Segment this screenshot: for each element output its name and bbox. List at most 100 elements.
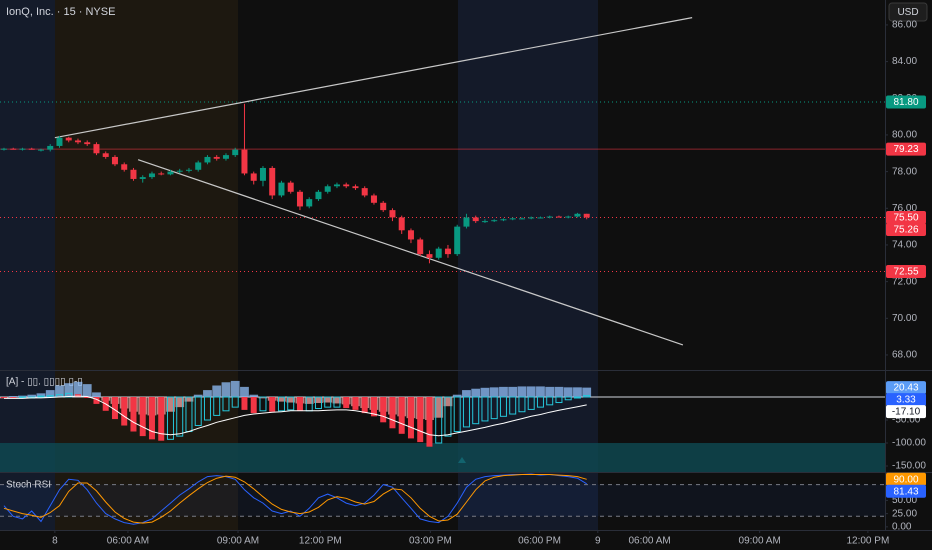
currency-label[interactable]: USD <box>897 7 918 18</box>
x-tick-label: 12:00 PM <box>846 536 889 547</box>
y-tick-label: 76.00 <box>892 203 917 214</box>
candle-body <box>296 191 303 207</box>
price-label-box <box>886 484 926 498</box>
histogram-bar <box>323 397 333 403</box>
macd-column <box>166 396 174 440</box>
zone <box>0 443 885 472</box>
histogram-bar <box>82 384 92 398</box>
macd-column <box>37 395 45 398</box>
histogram-bar <box>332 397 342 404</box>
trendline <box>54 17 693 139</box>
histogram-bar <box>258 397 268 399</box>
price-label: 3.33 <box>896 395 916 406</box>
histogram-bar <box>517 386 527 398</box>
candle-body <box>84 142 91 145</box>
y-tick-label: 68.00 <box>892 350 917 361</box>
histogram-bar <box>434 397 444 418</box>
macd-column <box>314 396 322 410</box>
macd-column <box>435 396 443 444</box>
band-fill <box>0 484 885 517</box>
histogram-bar <box>462 390 471 398</box>
price-label-box <box>886 95 926 109</box>
histogram-bar <box>221 382 231 398</box>
macd-column <box>380 397 387 423</box>
y-tick-label: 25.00 <box>892 508 917 519</box>
histogram-bar <box>184 397 194 402</box>
macd-column <box>158 397 165 441</box>
candle-body <box>361 188 368 196</box>
candle-body <box>37 149 44 151</box>
histogram-bar <box>526 386 536 398</box>
candle-body <box>528 217 535 219</box>
histogram-bar <box>545 386 555 398</box>
candle-body <box>380 202 387 211</box>
macd-column <box>287 396 295 411</box>
candle-body <box>56 137 63 146</box>
candle-body <box>241 149 248 174</box>
macd-column <box>222 396 230 412</box>
candle-body <box>213 156 220 159</box>
x-tick-label: 06:00 PM <box>518 536 561 547</box>
macd-column <box>259 396 267 412</box>
candle-body <box>259 167 266 181</box>
histogram-bar <box>443 397 453 407</box>
candle-body <box>398 217 405 231</box>
candle-body <box>472 217 479 222</box>
x-tick-label: 9 <box>595 536 601 547</box>
price-label: 81.43 <box>893 486 918 497</box>
stoch-line <box>3 474 587 524</box>
candle-body <box>370 195 377 203</box>
histogram-bar <box>55 385 64 398</box>
price-label: 79.23 <box>893 144 918 155</box>
price-label-box <box>886 405 926 419</box>
histogram-bar <box>8 396 18 398</box>
macd-column <box>176 396 184 437</box>
candle-body <box>426 254 433 258</box>
candle-body <box>158 173 165 175</box>
macd-column <box>121 397 128 426</box>
candle-body <box>10 148 17 150</box>
candle-body <box>65 137 72 141</box>
macd-column <box>269 397 276 412</box>
macd-column <box>361 397 368 414</box>
x-tick-label: 03:00 PM <box>409 536 452 547</box>
price-label-box <box>886 472 926 486</box>
macd-column <box>527 396 535 410</box>
candle-body <box>500 219 507 221</box>
macd-column <box>231 396 239 408</box>
price-label-box <box>886 210 926 224</box>
histogram-bar <box>554 386 564 398</box>
symbol-title: IonQ, Inc. · 15 · NYSE <box>6 6 115 18</box>
price-label-box <box>886 142 926 156</box>
x-tick-label: 12:00 PM <box>299 536 342 547</box>
macd-column <box>462 396 470 428</box>
currency-button[interactable] <box>888 2 928 22</box>
candle-body <box>389 210 396 218</box>
y-tick-label: 86.00 <box>892 20 917 31</box>
macd-column <box>583 394 591 398</box>
histogram-bar <box>45 390 55 398</box>
candle-body <box>583 213 590 218</box>
histogram-bar <box>27 394 37 398</box>
candle-body <box>565 216 572 218</box>
macd-column <box>296 397 303 411</box>
candle-body <box>463 217 470 227</box>
macd-column <box>398 397 405 434</box>
histogram-bar <box>277 397 286 402</box>
price-label: 75.50 <box>893 213 918 224</box>
macd-column <box>213 396 221 416</box>
price-label: 90.00 <box>893 474 918 485</box>
y-tick-label: 0.00 <box>892 521 912 532</box>
macd-column <box>444 396 452 437</box>
y-tick-label: -50.00 <box>892 415 921 426</box>
macd-column <box>555 396 563 404</box>
candle-body <box>111 156 118 165</box>
histogram-bar <box>203 390 212 398</box>
candle-body <box>518 218 525 220</box>
macd-column <box>250 397 257 414</box>
candle-body <box>407 230 414 240</box>
macd-column <box>490 396 498 420</box>
y-tick-label: 70.00 <box>892 313 917 324</box>
candle-body <box>102 153 109 157</box>
